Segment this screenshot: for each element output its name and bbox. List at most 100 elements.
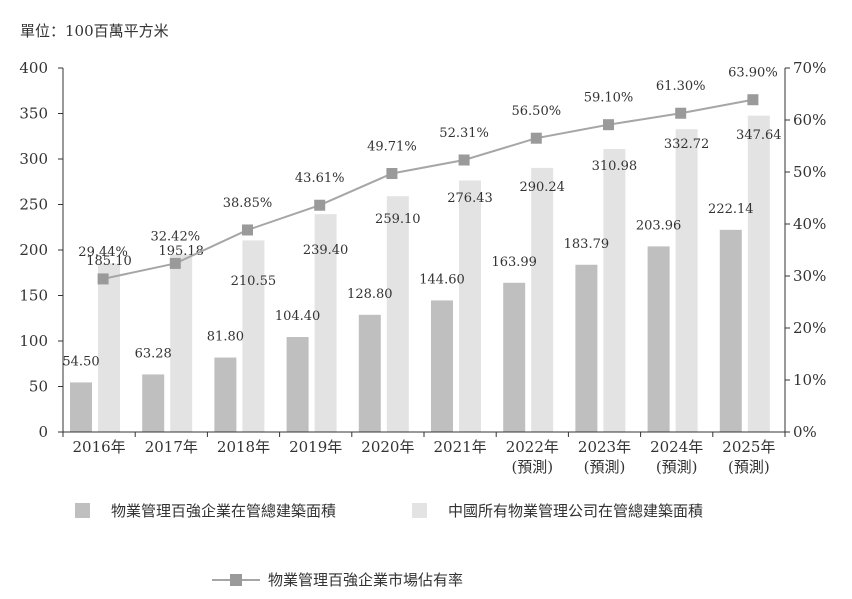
- market-share-label: 59.10%: [584, 91, 634, 106]
- bar-top100-label: 203.96: [636, 218, 682, 233]
- x-tick-label: 2018年: [217, 438, 270, 456]
- bar-all-companies-label: 185.10: [86, 254, 132, 269]
- market-share-marker: [169, 257, 181, 269]
- bar-top100-label: 128.80: [347, 287, 393, 302]
- left-tick-label: 50: [29, 378, 48, 396]
- bar-top100: [647, 246, 670, 432]
- market-share-label: 32.42%: [151, 229, 201, 244]
- market-share-marker: [530, 132, 542, 144]
- bar-all-companies-label: 195.18: [158, 244, 204, 259]
- bar-all-companies-label: 332.72: [664, 137, 710, 152]
- bar-top100-label: 144.60: [419, 272, 465, 287]
- right-tick-label: 30%: [793, 267, 826, 285]
- market-share-label: 29.44%: [78, 245, 128, 260]
- bar-all-companies: [314, 214, 337, 432]
- x-tick-label: 2024年: [650, 438, 703, 456]
- market-share-marker: [675, 107, 687, 119]
- left-tick-label: 100: [19, 332, 48, 350]
- legend-swatch-top100: [75, 503, 90, 518]
- left-tick-label: 150: [19, 287, 48, 305]
- market-share-marker: [747, 94, 759, 106]
- market-share-marker: [242, 224, 253, 236]
- bar-all-companies-label: 259.10: [375, 212, 421, 227]
- legend-label-all: 中國所有物業管理公司在管總建築面積: [448, 502, 703, 520]
- right-tick-label: 70%: [793, 59, 826, 77]
- market-share-label: 52.31%: [439, 126, 489, 141]
- right-tick-label: 60%: [793, 111, 826, 129]
- bar-all-companies: [531, 167, 554, 433]
- bar-all-companies-label: 347.64: [736, 128, 782, 143]
- market-share-marker: [314, 199, 326, 211]
- left-tick-label: 200: [19, 241, 48, 259]
- bar-top100: [214, 357, 237, 432]
- legend-label-top100: 物業管理百強企業在管總建築面積: [111, 502, 336, 520]
- x-tick-label: 2019年: [289, 438, 342, 456]
- bar-top100-label: 104.40: [275, 309, 321, 324]
- bar-top100-label: 222.14: [708, 202, 754, 217]
- market-share-label: 63.90%: [728, 66, 778, 81]
- left-tick-label: 300: [19, 150, 48, 168]
- bar-all-companies: [675, 129, 698, 432]
- bar-all-companies: [242, 240, 265, 432]
- right-tick-label: 0%: [793, 423, 817, 441]
- bar-all-companies: [603, 149, 626, 433]
- right-tick-label: 10%: [793, 371, 826, 389]
- bar-top100-label: 81.80: [207, 330, 244, 345]
- market-share-line: [102, 98, 754, 280]
- x-tick-label: 2025年: [722, 438, 775, 456]
- bar-all-companies: [98, 263, 120, 432]
- bar-top100: [503, 282, 526, 432]
- bar-all-companies: [459, 180, 481, 432]
- bar-top100: [719, 229, 742, 432]
- bar-all-companies-label: 210.55: [231, 274, 277, 289]
- bar-all-companies: [170, 254, 193, 432]
- market-share-label: 43.61%: [295, 171, 345, 186]
- bar-top100-label: 163.99: [491, 255, 537, 270]
- bar-top100-label: 183.79: [564, 237, 610, 252]
- market-share-label: 49.71%: [367, 140, 417, 155]
- market-share-label: 38.85%: [223, 196, 273, 211]
- x-tick-label: 2020年: [361, 438, 414, 456]
- bar-top100: [142, 374, 165, 432]
- right-tick-label: 50%: [793, 163, 826, 181]
- market-share-marker: [97, 273, 109, 285]
- left-tick-label: 250: [19, 196, 48, 214]
- bar-all-companies: [386, 196, 409, 432]
- market-share-marker: [386, 168, 398, 180]
- market-share-label: 61.30%: [656, 79, 706, 94]
- x-tick-label: 2021年: [434, 438, 487, 456]
- bar-all-companies-label: 239.40: [303, 243, 349, 258]
- x-tick-label: 2022年: [506, 438, 559, 456]
- bar-top100: [286, 336, 309, 432]
- x-tick-note: (預測): [511, 458, 553, 476]
- x-tick-note: (預測): [656, 458, 698, 476]
- market-share-label: 56.50%: [512, 104, 562, 119]
- bar-all-companies-label: 310.98: [592, 159, 638, 174]
- left-tick-label: 400: [19, 59, 48, 77]
- market-share-marker: [603, 119, 614, 131]
- bar-top100-label: 63.28: [135, 346, 172, 361]
- legend-swatch-all: [412, 503, 427, 518]
- x-tick-note: (預測): [728, 458, 770, 476]
- x-tick-label: 2016年: [73, 438, 126, 456]
- bar-top100: [358, 314, 381, 432]
- bar-all-companies-label: 290.24: [519, 180, 565, 195]
- right-tick-label: 40%: [793, 215, 826, 233]
- bar-all-companies: [747, 115, 770, 433]
- left-tick-label: 350: [19, 105, 48, 123]
- left-tick-label: 0: [38, 423, 48, 441]
- unit-label: 單位：100百萬平方米: [20, 22, 169, 40]
- bar-top100: [70, 382, 92, 432]
- legend-marker-market-share: [230, 574, 242, 586]
- x-tick-label: 2023年: [578, 438, 631, 456]
- right-tick-label: 20%: [793, 319, 826, 337]
- bar-top100: [575, 264, 598, 432]
- bar-all-companies-label: 276.43: [447, 191, 493, 206]
- x-tick-label: 2017年: [145, 438, 198, 456]
- bar-top100: [431, 300, 453, 432]
- legend-label-market-share: 物業管理百強企業市場佔有率: [268, 571, 463, 589]
- x-tick-note: (預測): [584, 458, 626, 476]
- market-share-marker: [458, 154, 470, 166]
- bar-top100-label: 54.50: [62, 354, 99, 369]
